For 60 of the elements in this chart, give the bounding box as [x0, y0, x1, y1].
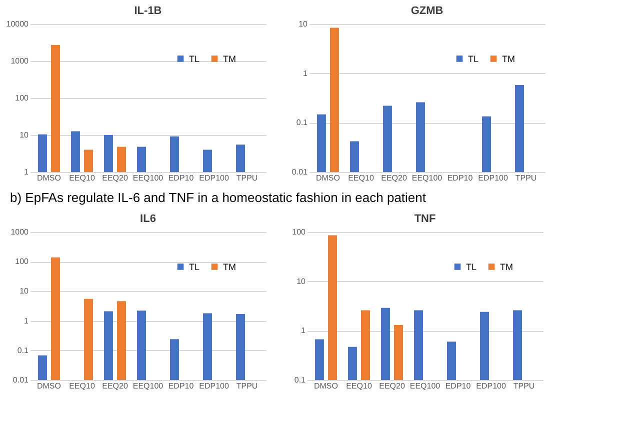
legend-label: TM [223, 262, 236, 272]
x-tick-label: EDP100 [199, 174, 230, 182]
legend-label: TL [468, 54, 479, 64]
x-tick-label: EDP100 [478, 174, 508, 182]
y-tick-label: 10 [20, 286, 30, 296]
legend-label: TL [466, 262, 477, 272]
chart-title: GZMB [410, 5, 444, 17]
x-tick-label: EEQ10 [348, 174, 374, 182]
chart-title: IL-1B [134, 5, 162, 17]
x-tick-label: EEQ100 [410, 382, 441, 390]
x-tick-label: EEQ20 [381, 174, 408, 182]
y-tick-label: 1 [24, 168, 30, 176]
text: b) EpFAs regulate IL-6 and TNF in a homeostatic fashion in each patient [10, 190, 426, 205]
y-tick-label: 1 [24, 316, 30, 326]
x-tick-label: DMSO [314, 382, 338, 390]
x-tick-label: EEQ100 [132, 174, 164, 182]
x-tick-label: DMSO [36, 174, 61, 182]
x-tick-label: TPPU [513, 382, 535, 390]
y-tick-label: 10000 [6, 20, 30, 28]
y-tick-label: 10 [20, 130, 30, 140]
y-tick-label: 0.01 [292, 168, 308, 176]
x-tick-label: EDP100 [199, 382, 230, 390]
x-tick-label: EEQ20 [379, 382, 406, 390]
legend-label: TM [223, 54, 236, 64]
x-tick-label: TPPU [236, 174, 258, 182]
x-tick-label: EEQ10 [346, 382, 372, 390]
y-tick-label: 1000 [10, 56, 30, 66]
x-tick-label: EEQ100 [132, 382, 164, 390]
y-tick-label: 1 [303, 68, 308, 78]
chart-title: TNF [414, 213, 436, 225]
x-tick-label: EEQ10 [69, 174, 96, 182]
x-tick-label: EDP10 [168, 174, 194, 182]
y-tick-label: 1 [301, 326, 306, 336]
x-tick-label: EEQ20 [102, 174, 128, 182]
y-tick-label: 0.1 [294, 376, 306, 384]
legend-label: TL [189, 262, 200, 272]
x-tick-label: EEQ100 [412, 174, 443, 182]
y-tick-label: 100 [15, 257, 30, 266]
legend-label: TM [500, 262, 513, 272]
x-tick-label: DMSO [316, 174, 340, 182]
legend-label: TL [189, 54, 200, 64]
y-tick-label: 100 [15, 94, 30, 102]
y-tick-label: 0.1 [17, 346, 30, 355]
x-tick-label: EDP100 [476, 382, 506, 390]
y-tick-label: 10 [298, 20, 308, 28]
x-tick-label: DMSO [36, 382, 61, 390]
y-tick-label: 100 [292, 228, 306, 236]
chart-title: IL6 [140, 213, 156, 225]
x-tick-label: EDP10 [447, 174, 474, 182]
y-tick-label: 1000 [10, 228, 30, 236]
y-tick-label: 0.1 [296, 118, 308, 128]
x-tick-label: EEQ10 [69, 382, 96, 390]
x-tick-label: TPPU [515, 174, 537, 182]
x-tick-label: EEQ20 [102, 382, 128, 390]
x-tick-label: EDP10 [168, 382, 194, 390]
x-tick-label: TPPU [236, 382, 258, 390]
y-tick-label: 10 [296, 276, 306, 286]
y-tick-label: 0.01 [12, 376, 30, 384]
x-tick-label: EDP10 [445, 382, 472, 390]
legend-label: TM [502, 54, 515, 64]
